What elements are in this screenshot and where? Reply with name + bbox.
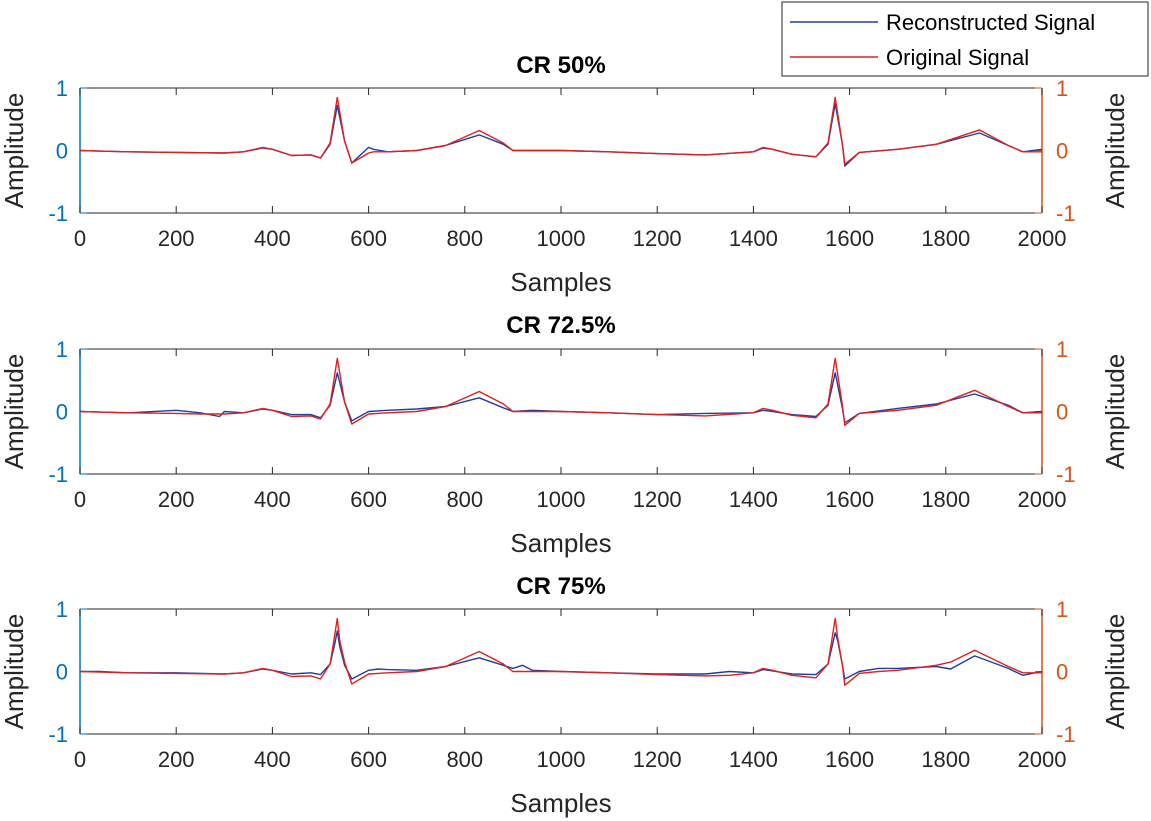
subplot-1: CR 50% 0 200 400 600 800 1000 1200 1400 1600 1800 2… xyxy=(0,52,1130,297)
left-y-tick-label: 1 xyxy=(56,597,68,622)
x-tick-label: 2000 xyxy=(1018,747,1067,772)
panel-title: CR 75% xyxy=(516,573,605,600)
left-y-tick-label: 0 xyxy=(56,139,68,164)
left-y-axis-label: Amplitude xyxy=(0,93,29,209)
legend-original-label: Original Signal xyxy=(886,45,1029,70)
x-tick-label: 2000 xyxy=(1018,226,1067,251)
x-tick-label: 1000 xyxy=(537,747,586,772)
x-tick-label: 1400 xyxy=(729,226,778,251)
x-tick-label: 1800 xyxy=(921,747,970,772)
right-y-axis-label: Amplitude xyxy=(1100,93,1130,209)
x-tick-label: 800 xyxy=(446,747,483,772)
x-tick-label: 0 xyxy=(74,747,86,772)
x-axis-label: Samples xyxy=(510,528,611,558)
x-tick-label: 1800 xyxy=(921,487,970,512)
x-tick-label: 400 xyxy=(254,226,291,251)
x-tick-label: 1800 xyxy=(921,226,970,251)
x-tick-label: 1600 xyxy=(825,747,874,772)
right-y-tick-label: -1 xyxy=(1056,201,1076,226)
x-tick-label: 0 xyxy=(74,226,86,251)
left-y-tick-label: 1 xyxy=(56,76,68,101)
x-axis-label: Samples xyxy=(510,788,611,818)
left-y-tick-label: 0 xyxy=(56,400,68,425)
x-tick-label: 1600 xyxy=(825,226,874,251)
original-signal-line xyxy=(79,357,1042,426)
x-tick-label: 1600 xyxy=(825,487,874,512)
left-y-tick-label: 0 xyxy=(56,660,68,685)
x-tick-label: 1000 xyxy=(537,226,586,251)
right-y-axis-label: Amplitude xyxy=(1100,354,1130,470)
x-tick-label: 200 xyxy=(158,487,195,512)
original-signal-line xyxy=(79,96,1042,166)
right-y-tick-label: -1 xyxy=(1056,722,1076,747)
right-y-tick-label: 0 xyxy=(1056,660,1068,685)
left-y-tick-label: -1 xyxy=(48,201,68,226)
reconstructed-signal-line xyxy=(79,102,1043,167)
legend: Reconstructed Signal Original Signal xyxy=(781,1,1149,77)
left-y-axis-label: Amplitude xyxy=(0,614,29,730)
x-tick-label: 1200 xyxy=(633,747,682,772)
panel-title: CR 72.5% xyxy=(506,312,615,339)
right-y-tick-label: -1 xyxy=(1056,462,1076,487)
right-y-tick-label: 1 xyxy=(1056,76,1068,101)
x-axis-label: Samples xyxy=(510,267,611,297)
x-tick-label: 2000 xyxy=(1018,487,1067,512)
x-tick-label: 1200 xyxy=(633,487,682,512)
x-tick-label: 1200 xyxy=(633,226,682,251)
x-tick-label: 0 xyxy=(74,487,86,512)
x-tick-label: 200 xyxy=(158,747,195,772)
panel-title: CR 50% xyxy=(516,52,605,79)
x-tick-label: 400 xyxy=(254,487,291,512)
subplot-3: CR 75% 0 200 400 600 800 1000 1200 1400 1600 1800 2… xyxy=(0,573,1130,818)
reconstructed-signal-line xyxy=(80,630,1043,680)
left-y-tick-label: -1 xyxy=(48,722,68,747)
x-tick-label: 600 xyxy=(350,747,387,772)
legend-reconstructed-label: Reconstructed Signal xyxy=(886,10,1095,35)
left-y-tick-label: 1 xyxy=(56,337,68,362)
right-y-axis-label: Amplitude xyxy=(1100,614,1130,730)
right-y-tick-label: 0 xyxy=(1056,400,1068,425)
original-signal-line xyxy=(79,617,1042,686)
right-y-tick-label: 0 xyxy=(1056,139,1068,164)
x-tick-label: 600 xyxy=(350,487,387,512)
x-tick-label: 800 xyxy=(446,226,483,251)
left-y-tick-label: -1 xyxy=(48,462,68,487)
x-tick-label: 1000 xyxy=(537,487,586,512)
x-tick-label: 200 xyxy=(158,226,195,251)
x-tick-label: 600 xyxy=(350,226,387,251)
left-y-axis-label: Amplitude xyxy=(0,354,29,470)
legend-box xyxy=(781,1,1149,77)
right-y-tick-label: 1 xyxy=(1056,337,1068,362)
reconstructed-signal-line xyxy=(79,372,1043,424)
right-y-tick-label: 1 xyxy=(1056,597,1068,622)
x-tick-label: 1400 xyxy=(729,487,778,512)
subplot-2: CR 72.5% 0 200 400 600 800 1000 1200 1400 1600 180… xyxy=(0,312,1130,558)
x-tick-label: 400 xyxy=(254,747,291,772)
x-tick-label: 1400 xyxy=(729,747,778,772)
x-tick-label: 800 xyxy=(446,487,483,512)
